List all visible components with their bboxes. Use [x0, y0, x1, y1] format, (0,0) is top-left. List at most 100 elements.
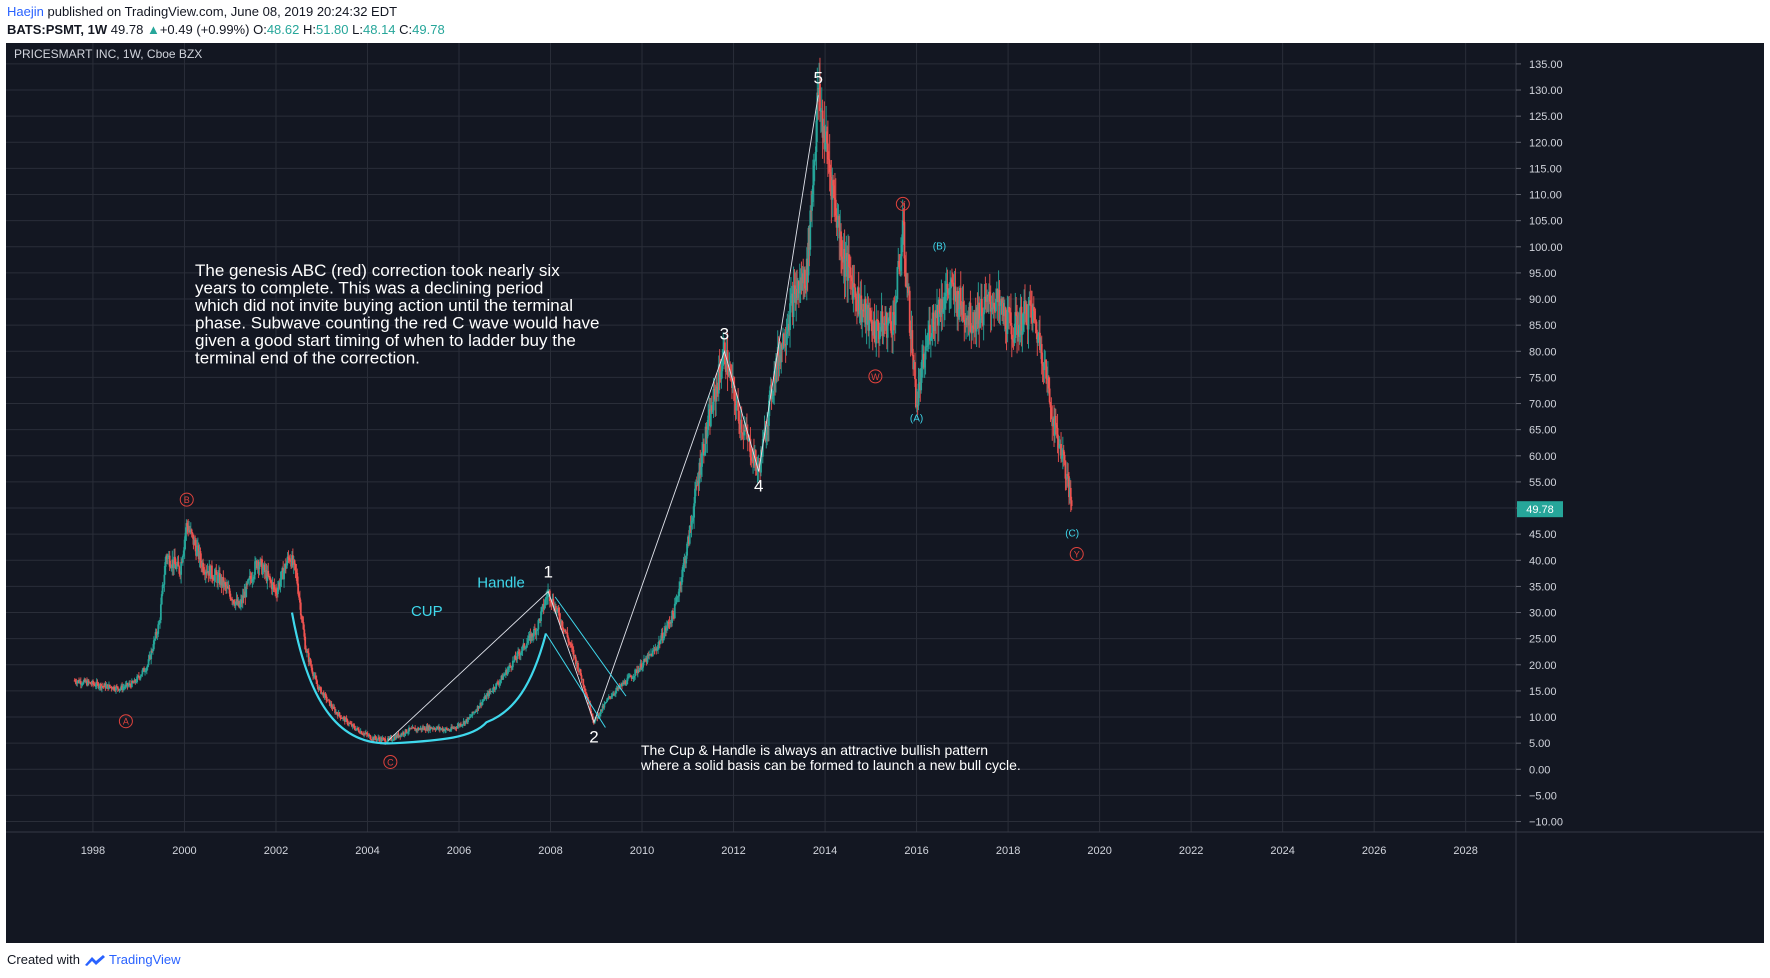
candle-body [772, 390, 775, 397]
candle-body [760, 449, 762, 473]
candle-body [476, 706, 479, 712]
candle-body [116, 686, 119, 689]
candle-body [181, 555, 184, 563]
candle-body [478, 706, 481, 709]
tradingview-logo-icon [84, 954, 105, 966]
candle-body [136, 676, 139, 682]
candle-body [157, 624, 160, 634]
y-tick-label: 110.00 [1529, 190, 1562, 202]
candle-body [152, 640, 155, 650]
red-wave-label-A: A [123, 717, 129, 727]
candle-body [353, 726, 356, 729]
candle-body [540, 607, 543, 612]
y-tick-label: 135.00 [1529, 59, 1563, 71]
candle-body [145, 667, 148, 671]
candle-body [674, 602, 677, 604]
red-wave-circle [179, 492, 194, 507]
candle-body [508, 665, 511, 668]
candle-body [105, 685, 108, 689]
candle-body [1006, 309, 1009, 335]
candle-body [672, 610, 674, 615]
candle-body [756, 467, 759, 472]
cup-label: CUP [411, 603, 443, 620]
candle-body [914, 362, 916, 380]
candle-body [706, 430, 709, 439]
candle-body [286, 556, 289, 564]
candle-body [892, 312, 895, 315]
candle-body [119, 688, 122, 690]
candle-body [482, 699, 485, 701]
candle-body [346, 719, 349, 724]
candle-body [1040, 344, 1043, 364]
candle-body [766, 425, 769, 436]
candle-body [456, 726, 459, 729]
open-value: 48.62 [266, 22, 300, 37]
drawings: 1 2 3 4 5 A B C W X Y (A) (B) (C) CUP Handle [118, 68, 1084, 769]
candle-body [412, 727, 415, 729]
candle-body [328, 700, 331, 706]
candle-body [504, 674, 506, 676]
candle-body [889, 311, 892, 322]
candle-body [625, 684, 628, 686]
candle-body [920, 368, 923, 391]
candle-body [943, 308, 945, 310]
candle-body [932, 312, 935, 328]
candle-body [93, 684, 96, 686]
candle-body [979, 320, 982, 328]
note-top-line: phase. Subwave counting the red C wave w… [195, 314, 599, 333]
candle-body [448, 729, 451, 731]
candle-body [386, 738, 389, 742]
candle-body [914, 379, 917, 408]
candle-body [470, 715, 473, 717]
candle-body [649, 654, 652, 656]
candle-body [1004, 307, 1007, 329]
chart-area[interactable]: 1 2 3 4 5 A B C W X Y (A) (B) (C) CUP Handle 135.00 130.… [6, 43, 1764, 943]
candle-body [481, 701, 483, 706]
candle-body [108, 684, 110, 690]
candle-body [1068, 476, 1070, 498]
candle-body [283, 570, 285, 580]
candle-body [338, 712, 341, 716]
candle-body [747, 437, 750, 441]
candle-body [951, 279, 953, 283]
candle-body [983, 296, 986, 313]
candle-body [812, 165, 815, 186]
candle-body [713, 388, 716, 390]
candle-body [930, 333, 933, 338]
candle-body [334, 708, 337, 714]
author-link[interactable]: Haejin [7, 4, 44, 19]
candle-body [665, 626, 668, 631]
candle-body [999, 302, 1002, 306]
candle-body [446, 728, 449, 731]
candle-body [98, 686, 101, 688]
candle-body [980, 298, 983, 317]
note-top-line: The genesis ABC (red) correction took ne… [195, 261, 560, 280]
candle-body [901, 220, 904, 245]
candle-body [159, 604, 162, 620]
wave-label-3: 3 [720, 324, 729, 343]
candle-body [95, 681, 98, 686]
candle-body [378, 737, 381, 740]
candle-body [249, 575, 252, 579]
candle-body [518, 651, 520, 654]
candle-body [536, 629, 539, 631]
candle-body [86, 680, 89, 686]
candle-body [79, 681, 82, 685]
time-axis[interactable]: 1998 2000 2002 2004 2006 2008 2010 2012 2014 2016… [6, 831, 1764, 857]
candle-body [982, 312, 985, 326]
candle-body [1021, 330, 1024, 335]
candle-body [927, 332, 930, 346]
candle-body [691, 520, 694, 522]
wave-label-4: 4 [754, 476, 763, 495]
candle-body [902, 220, 905, 222]
candle-body [629, 675, 632, 678]
candle-body [638, 668, 641, 672]
tradingview-link[interactable]: TradingView [84, 952, 181, 967]
candle-body [610, 696, 613, 698]
candle-body [785, 333, 788, 345]
price-axis[interactable]: 135.00 130.00 125.00 120.00 115.00 110.00 105.… [1515, 43, 1563, 943]
candle-body [388, 737, 391, 739]
candle-body [568, 641, 571, 643]
candle-body [546, 596, 549, 598]
price-chart[interactable]: 1 2 3 4 5 A B C W X Y (A) (B) (C) CUP Handle 135.00 130.… [6, 43, 1764, 943]
